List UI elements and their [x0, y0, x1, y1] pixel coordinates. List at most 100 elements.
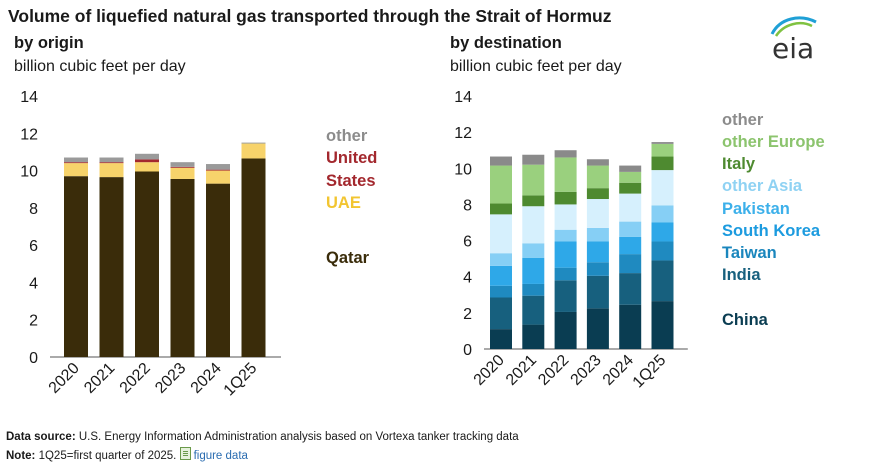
bar-0-2021-qatar: [99, 177, 124, 357]
bar-1-2023-pakistan: [586, 227, 609, 242]
chart-title: Volume of liquefied natural gas transpor…: [8, 6, 612, 26]
xtick-label-0-2020: 2020: [46, 360, 83, 397]
note-label: Note:: [6, 450, 36, 462]
bar-1-2022-south-korea: [554, 241, 577, 268]
legend-label-1-south-korea: South Korea: [722, 222, 821, 240]
bar-0-2023-united-states: [170, 166, 195, 168]
xtick-label-0-1q25: 1Q25: [221, 360, 261, 400]
bar-1-2022-other-asia: [554, 204, 577, 230]
ytick-label-1-2: 2: [463, 306, 472, 323]
eia-logo: eia: [766, 12, 822, 65]
bar-0-2023-qatar: [170, 178, 195, 357]
ytick-label-0-10: 10: [20, 164, 38, 181]
bar-1-2024-taiwan: [619, 254, 642, 274]
bar-0-2023-other: [170, 162, 195, 167]
right-ylabel: billion cubic feet per day: [450, 58, 622, 75]
bar-1-2024-other-asia: [619, 193, 642, 222]
ytick-label-0-8: 8: [29, 201, 38, 218]
ytick-label-0-2: 2: [29, 313, 38, 330]
bar-1-1q25-south-korea: [651, 222, 674, 242]
bar-1-2024-other: [619, 165, 642, 172]
ytick-label-0-4: 4: [29, 275, 38, 292]
bar-1-2020-taiwan: [490, 285, 512, 298]
bar-1-2023-india: [586, 275, 609, 309]
ytick-label-1-6: 6: [463, 234, 472, 251]
bar-1-2023-other-europe: [586, 165, 609, 189]
legend-label-1-taiwan: Taiwan: [722, 244, 777, 262]
eia-logo-arc-icon: [770, 16, 817, 37]
xtick-label-1-2021: 2021: [503, 352, 540, 389]
xtick-label-1-2024: 2024: [600, 352, 637, 389]
bar-0-2021-united-states: [99, 162, 124, 164]
ytick-label-1-8: 8: [463, 197, 472, 214]
bar-1-1q25-china: [651, 301, 674, 349]
xtick-label-1-2023: 2023: [568, 352, 605, 389]
bar-0-2022-uae: [135, 162, 159, 172]
ytick-label-1-4: 4: [463, 270, 472, 287]
bar-1-2021-india: [522, 295, 545, 325]
bar-0-1q25-other: [241, 142, 266, 144]
left-subtitle: by origin: [14, 34, 84, 52]
bar-0-2020-uae: [64, 163, 88, 177]
bar-1-2024-pakistan: [619, 221, 642, 237]
xtick-label-1-1q25: 1Q25: [630, 352, 670, 392]
eia-logo-text: eia: [772, 32, 815, 65]
bar-0-2021-other: [99, 157, 124, 163]
bar-1-2023-south-korea: [586, 241, 609, 263]
bar-1-2023-taiwan: [586, 262, 609, 276]
legend-label-0-united-states-1: States: [326, 172, 376, 190]
bar-1-2022-taiwan: [554, 267, 577, 281]
ytick-label-0-12: 12: [20, 126, 38, 143]
xtick-label-0-2023: 2023: [152, 360, 189, 397]
ytick-label-1-14: 14: [454, 89, 472, 106]
bar-1-2021-other-europe: [522, 164, 545, 196]
bar-1-2021-south-korea: [522, 257, 545, 284]
bar-1-1q25-other-asia: [651, 170, 674, 206]
legend-label-1-pakistan: Pakistan: [722, 200, 790, 218]
bar-1-2022-italy: [554, 191, 577, 205]
bar-1-2020-other-asia: [490, 214, 512, 254]
bar-1-2022-other: [554, 150, 577, 158]
ytick-label-0-14: 14: [20, 89, 38, 106]
footer-source: Data source: U.S. Energy Information Adm…: [6, 431, 519, 443]
bar-0-2023-uae: [170, 167, 195, 179]
right-subtitle: by destination: [450, 34, 562, 52]
bar-0-1q25-uae: [241, 143, 266, 159]
bar-0-2022-qatar: [135, 171, 159, 357]
bar-1-2021-other-asia: [522, 206, 545, 244]
legend-label-1-china: China: [722, 311, 769, 329]
legend-label-1-other-asia: other Asia: [722, 177, 803, 195]
source-text: U.S. Energy Information Administration a…: [78, 431, 519, 443]
bar-0-2022-united-states: [135, 159, 159, 163]
bar-0-2024-qatar: [206, 183, 230, 357]
bar-1-2024-china: [619, 304, 642, 349]
bar-0-2020-other: [64, 157, 88, 163]
bar-1-2024-italy: [619, 182, 642, 194]
legend-label-1-other: other: [722, 111, 764, 129]
bar-1-2021-china: [522, 324, 545, 349]
bar-1-2020-italy: [490, 203, 512, 215]
ytick-label-1-12: 12: [454, 125, 472, 142]
bar-1-2020-china: [490, 329, 512, 349]
bar-1-2021-pakistan: [522, 243, 545, 258]
bar-1-2021-italy: [522, 195, 545, 207]
figure-data-link[interactable]: figure data: [193, 450, 248, 462]
bar-1-2020-other-europe: [490, 165, 512, 204]
bar-1-1q25-other: [651, 142, 674, 144]
bar-1-2024-other-europe: [619, 171, 642, 183]
bar-1-2022-pakistan: [554, 229, 577, 242]
bar-1-2021-taiwan: [522, 283, 545, 296]
left-ylabel: billion cubic feet per day: [14, 58, 186, 75]
legend-label-0-other: other: [326, 127, 368, 145]
bar-1-1q25-italy: [651, 156, 674, 171]
legend-label-0-united-states-0: United: [326, 149, 377, 167]
bar-0-2024-united-states: [206, 169, 230, 171]
bar-0-2020-united-states: [64, 162, 88, 164]
xtick-label-1-2022: 2022: [535, 352, 572, 389]
bar-1-2024-india: [619, 273, 642, 305]
ytick-label-0-6: 6: [29, 238, 38, 255]
bar-0-1q25-qatar: [241, 158, 266, 357]
document-icon: [179, 447, 191, 460]
bar-1-2023-other: [586, 159, 609, 166]
